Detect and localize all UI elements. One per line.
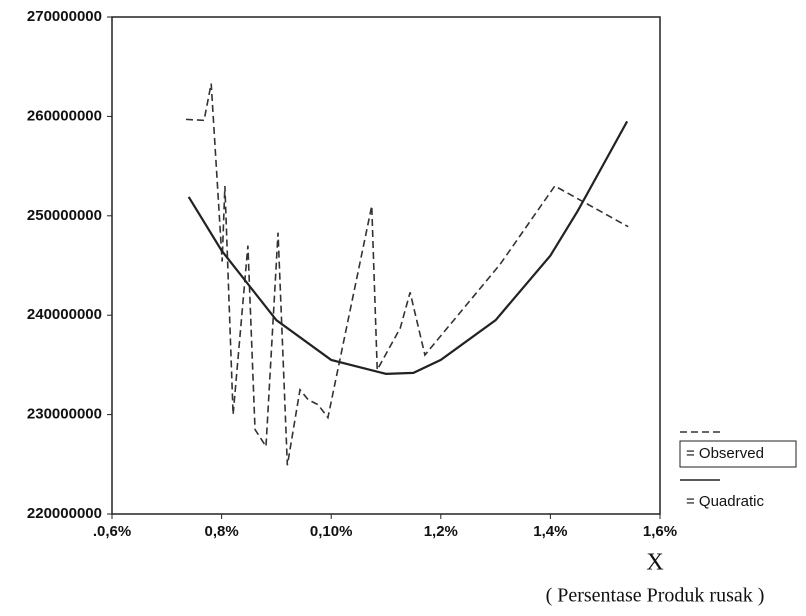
- x-tick-label: 1,6%: [643, 523, 677, 540]
- y-tick-label: 270000000: [27, 8, 102, 25]
- x-axis-label: X: [646, 550, 663, 576]
- y-tick-label: 230000000: [27, 406, 102, 423]
- plot-frame: [111, 16, 661, 515]
- legend-label: = Observed: [686, 445, 764, 462]
- legend-box: [679, 440, 797, 468]
- x-tick-label: 0,8%: [204, 523, 238, 540]
- x-tick-label: 1,4%: [533, 523, 567, 540]
- x-axis-sublabel: ( Persentase Produk rusak ): [546, 585, 765, 607]
- y-tick-label: 260000000: [27, 107, 102, 124]
- y-tick-label: 220000000: [27, 505, 102, 522]
- x-tick-label: 0,10%: [310, 523, 353, 540]
- legend-label: = Quadratic: [686, 493, 764, 510]
- series-line: [185, 83, 629, 466]
- x-tick-label: .0,6%: [93, 523, 131, 540]
- y-tick-label: 240000000: [27, 306, 102, 323]
- series-line: [187, 120, 629, 375]
- y-tick-label: 250000000: [27, 207, 102, 224]
- x-tick-label: 1,2%: [424, 523, 458, 540]
